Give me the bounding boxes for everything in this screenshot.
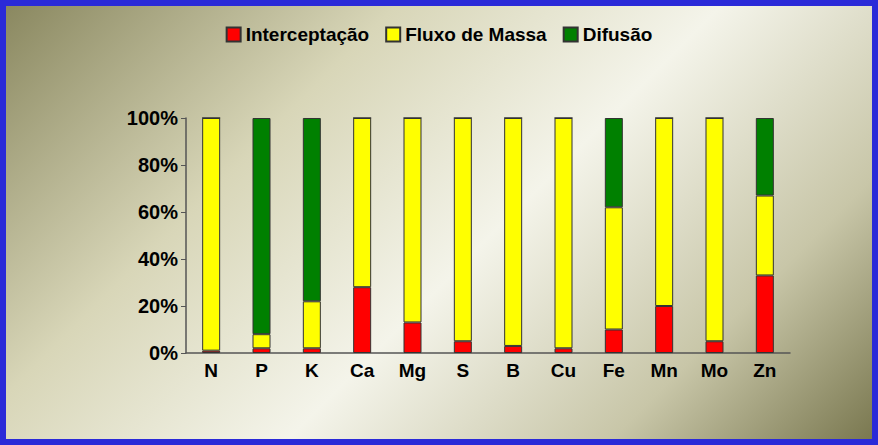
svg-text:Mn: Mn: [650, 360, 677, 381]
svg-text:Cu: Cu: [551, 360, 576, 381]
svg-text:100%: 100%: [127, 107, 178, 129]
svg-text:Interceptação: Interceptação: [246, 24, 370, 45]
svg-text:B: B: [506, 360, 520, 381]
svg-text:20%: 20%: [138, 295, 178, 317]
svg-text:S: S: [456, 360, 469, 381]
svg-text:Mg: Mg: [399, 360, 426, 381]
svg-text:60%: 60%: [138, 201, 178, 223]
svg-text:Fe: Fe: [603, 360, 625, 381]
svg-text:40%: 40%: [138, 248, 178, 270]
svg-text:Mo: Mo: [701, 360, 728, 381]
svg-text:Ca: Ca: [350, 360, 375, 381]
svg-text:0%: 0%: [149, 342, 178, 364]
svg-text:Fluxo de Massa: Fluxo de Massa: [405, 24, 547, 45]
svg-text:N: N: [204, 360, 218, 381]
svg-text:P: P: [255, 360, 268, 381]
svg-text:80%: 80%: [138, 154, 178, 176]
svg-text:K: K: [305, 360, 319, 381]
svg-text:Difusão: Difusão: [583, 24, 653, 45]
svg-text:Zn: Zn: [753, 360, 776, 381]
